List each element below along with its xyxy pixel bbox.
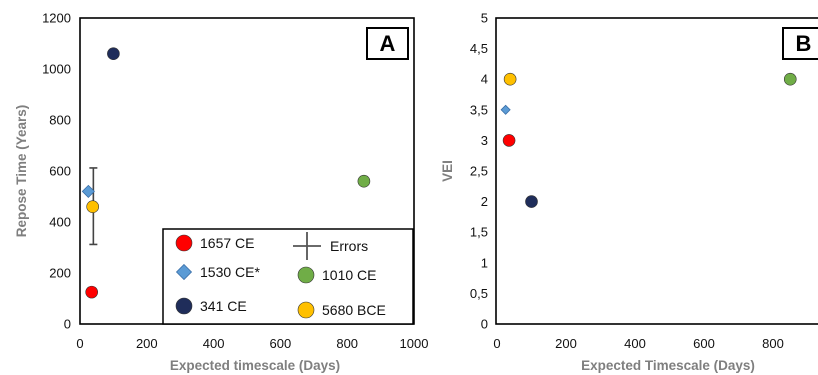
legend-label-1010-ce: 1010 CE — [322, 267, 376, 283]
y-tick-label: 1000 — [42, 62, 71, 77]
x-tick-label: 600 — [693, 336, 715, 351]
y-tick-label: 800 — [49, 113, 71, 128]
y-tick-label: 4,5 — [470, 41, 488, 56]
legend-marker-1530-ce — [175, 263, 193, 281]
y-tick-label: 4 — [481, 72, 488, 87]
panel-letter-box — [782, 27, 818, 60]
point-1010-ce — [783, 72, 797, 86]
y-tick-label: 1200 — [42, 11, 71, 26]
panel-letter: A — [380, 31, 396, 56]
y-tick-label: 400 — [49, 215, 71, 230]
y-tick-label: 2,5 — [470, 164, 488, 179]
legend-label-5680-bce: 5680 BCE — [322, 302, 386, 318]
y-tick-label: 0,5 — [470, 286, 488, 301]
x-tick-label: 800 — [336, 336, 358, 351]
point-1530-ce — [81, 184, 95, 198]
panel-letter-box — [366, 27, 409, 60]
y-tick-label: 0 — [64, 317, 71, 332]
legend-marker-341-ce — [175, 297, 193, 315]
plot-frame — [495, 17, 818, 325]
y-axis-label: VEI — [440, 160, 455, 182]
legend-marker-5680-bce — [297, 301, 315, 319]
y-tick-label: 2 — [481, 194, 488, 209]
point-1010-ce — [357, 174, 371, 188]
panel-b: 0 0,5 1 1,5 2 2,5 3 3,5 4 4,5 5 0 200 400 600 800 Expect… — [440, 11, 818, 373]
legend-marker-1010-ce — [297, 266, 315, 284]
x-tick-label: 0 — [493, 336, 500, 351]
x-tick-label: 400 — [203, 336, 225, 351]
y-tick-label: 3,5 — [470, 102, 488, 117]
x-tick-label: 1000 — [400, 336, 429, 351]
x-axis-label: Expected timescale (Days) — [170, 358, 340, 373]
y-tick-label: 3 — [481, 133, 488, 148]
y-tick-label: 200 — [49, 266, 71, 281]
point-1657-ce — [85, 285, 98, 299]
legend-label-1657-ce: 1657 CE — [200, 235, 254, 251]
x-tick-label: 200 — [136, 336, 158, 351]
legend-marker-1657-ce — [175, 234, 193, 252]
legend-box — [162, 228, 414, 325]
point-341-ce — [107, 47, 120, 61]
legend-label-1530-ce: 1530 CE* — [200, 264, 260, 280]
point-5680-bce — [86, 200, 99, 213]
x-tick-label: 0 — [76, 336, 83, 351]
legend: 1657 CE 1530 CE* 1010 CE 341 CE 5680 BCE Erro… — [162, 228, 414, 325]
y-tick-label: 0 — [481, 317, 488, 332]
x-axis-label: Expected Timescale (Days) — [581, 358, 755, 373]
x-tick-label: 800 — [762, 336, 784, 351]
panel-letter: B — [796, 31, 812, 56]
x-tick-label: 400 — [624, 336, 646, 351]
y-tick-label: 5 — [481, 11, 488, 26]
point-1530-ce — [500, 104, 511, 115]
point-341-ce — [525, 195, 538, 208]
y-tick-label: 600 — [49, 164, 71, 179]
y-tick-label: 1,5 — [470, 225, 488, 240]
y-tick-label: 1 — [481, 255, 488, 270]
legend-label-errors: Errors — [330, 238, 368, 254]
x-tick-label: 600 — [270, 336, 292, 351]
y-axis-label: Repose Time (Years) — [14, 105, 29, 238]
legend-label-341-ce: 341 CE — [200, 298, 247, 314]
x-tick-label: 200 — [555, 336, 577, 351]
point-1657-ce — [502, 134, 516, 147]
panel-a: 0 200 400 600 800 1000 1200 0 200 400 600 800 1000 Ex… — [14, 11, 428, 374]
point-5680-bce — [503, 72, 517, 86]
